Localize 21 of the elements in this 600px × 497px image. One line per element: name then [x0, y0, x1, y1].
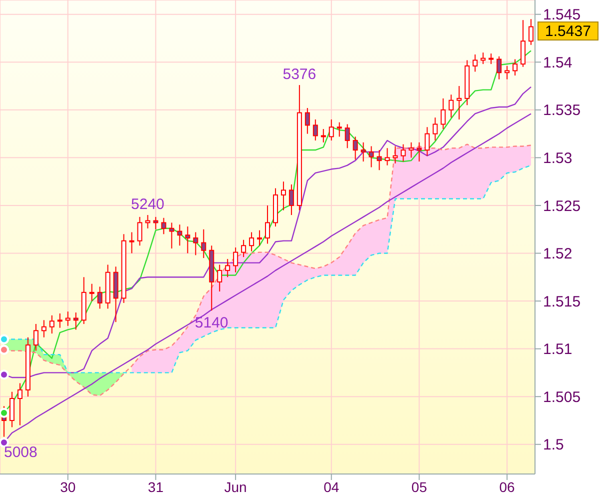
y-tick-label: 1.51: [543, 341, 572, 358]
y-tick-label: 1.515: [543, 293, 581, 310]
y-tick-label: 1.53: [543, 150, 572, 168]
annotation: 5376: [282, 66, 316, 84]
annotation: 5008: [4, 444, 38, 461]
y-tick-label: 1.525: [543, 198, 581, 215]
x-tick-label: 31: [148, 478, 164, 495]
y-tick-label: 1.54: [543, 54, 572, 72]
annotation: 5140: [194, 314, 228, 332]
y-tick-label: 1.535: [543, 102, 581, 120]
text: 1.5437: [545, 23, 591, 40]
x-tick-label: 05: [411, 478, 428, 495]
y-tick-label: 1.545: [543, 6, 581, 24]
x-tick-label: 06: [499, 478, 516, 495]
x-tick-label: Jun: [224, 478, 247, 495]
x-tick-label: 30: [60, 478, 76, 495]
y-tick-label: 1.52: [543, 246, 572, 263]
y-tick-label: 1.505: [543, 388, 581, 406]
x-tick-label: 04: [324, 478, 340, 495]
annotation: 5240: [131, 196, 164, 214]
y-tick-label: 1.5: [543, 436, 564, 454]
